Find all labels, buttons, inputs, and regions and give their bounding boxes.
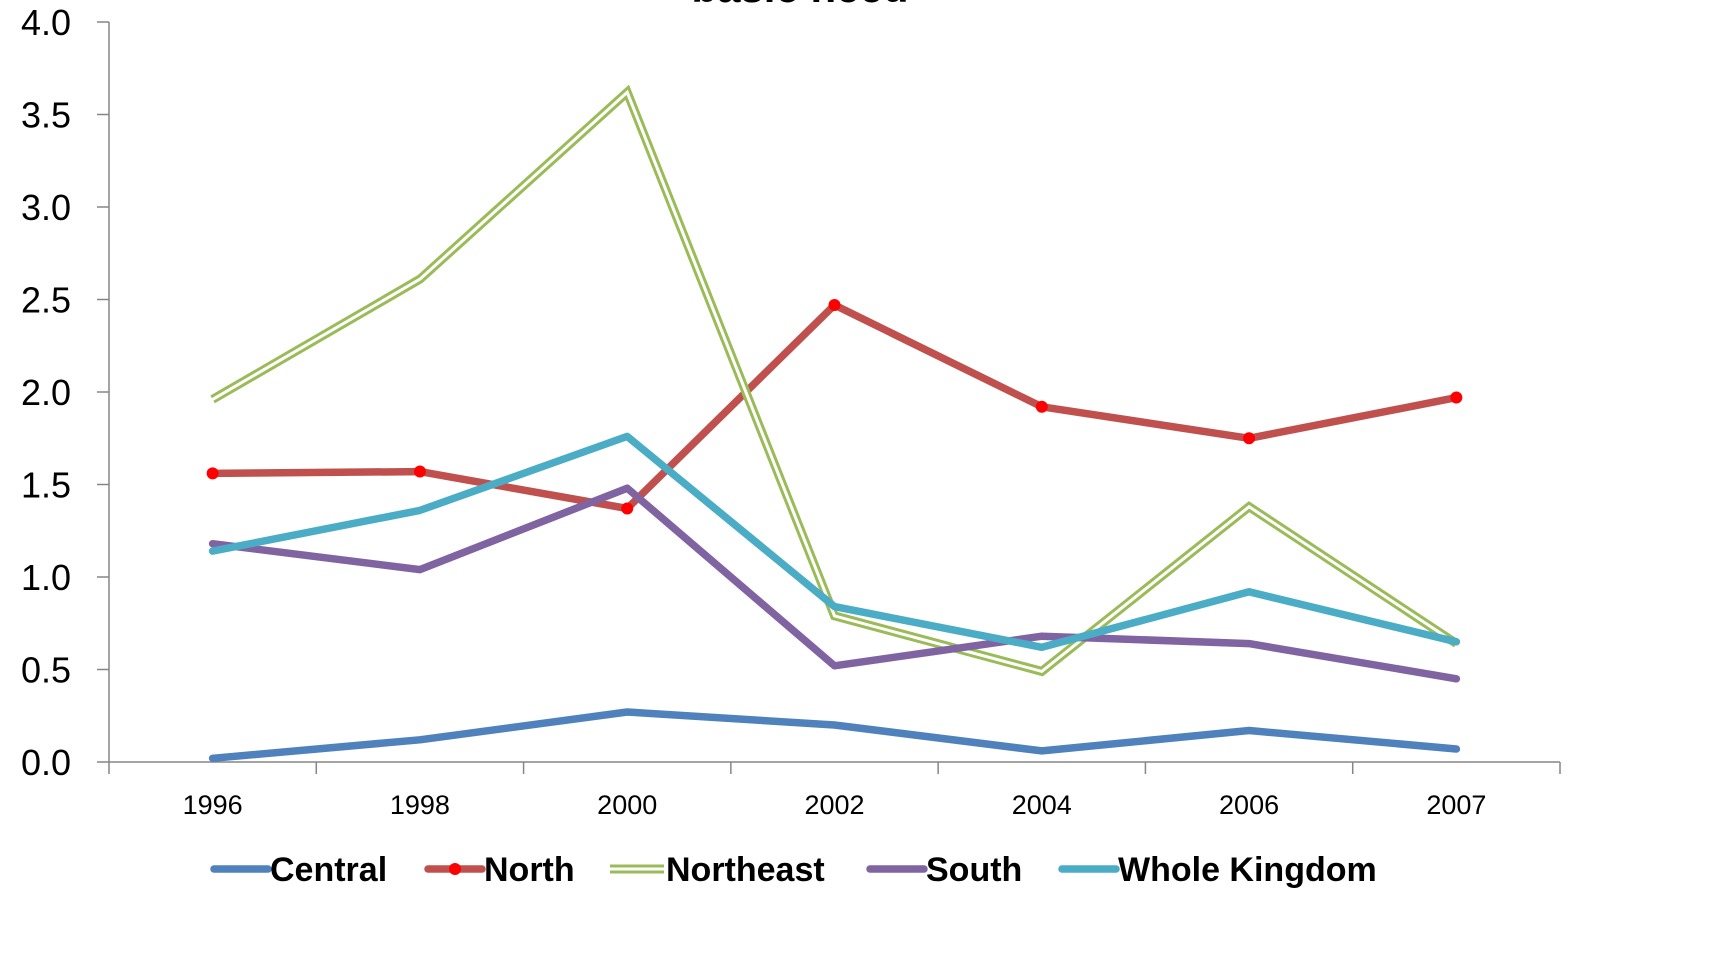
y-tick-label: 2.5 bbox=[21, 280, 71, 321]
data-point-north bbox=[206, 467, 219, 480]
y-tick-label: 2.0 bbox=[21, 372, 71, 413]
series-line-northeast bbox=[210, 84, 1459, 677]
x-tick-label: 1996 bbox=[183, 790, 243, 820]
data-point-north bbox=[621, 502, 634, 515]
chart-title: basic need bbox=[691, 0, 908, 11]
x-tick-label: 2007 bbox=[1426, 790, 1486, 820]
series-line-north bbox=[208, 301, 1461, 513]
x-tick-label: 1998 bbox=[390, 790, 450, 820]
x-tick-label: 2000 bbox=[597, 790, 657, 820]
y-tick-label: 3.0 bbox=[21, 187, 71, 228]
series-line-northeast-inner bbox=[211, 89, 1458, 674]
axes: 0.0 0.5 1.0 1.5 2.0 2.5 3.0 3.5 4.0 1996 1998 2000 2… bbox=[21, 2, 1561, 820]
series-line-south bbox=[208, 484, 1461, 683]
y-tick-label: 1.0 bbox=[21, 557, 71, 598]
y-tick-label: 0.5 bbox=[21, 650, 71, 691]
y-tick-label: 3.5 bbox=[21, 95, 71, 136]
legend-label-whole-kingdom: Whole Kingdom bbox=[1118, 851, 1377, 889]
y-tick-label: 0.0 bbox=[21, 742, 71, 783]
data-point-north bbox=[1035, 400, 1048, 413]
data-point-north bbox=[1243, 432, 1256, 445]
legend-label-central: Central bbox=[270, 851, 387, 889]
series-line-central bbox=[208, 708, 1461, 763]
data-point-north bbox=[413, 465, 426, 478]
legend-label-south: South bbox=[926, 851, 1022, 889]
y-tick-label: 4.0 bbox=[21, 2, 71, 43]
x-tick-label: 2002 bbox=[804, 790, 864, 820]
x-tick-label: 2006 bbox=[1219, 790, 1279, 820]
y-tick-label: 1.5 bbox=[21, 465, 71, 506]
legend-marker-north bbox=[449, 863, 461, 875]
data-point-north bbox=[828, 299, 841, 312]
series-line-whole-kingdom bbox=[208, 432, 1461, 652]
legend: Central North Northeast South Whole Kingdom bbox=[210, 851, 1377, 889]
series-layer bbox=[206, 84, 1463, 763]
legend-label-north: North bbox=[484, 851, 575, 889]
data-point-north bbox=[1450, 391, 1463, 404]
x-tick-label: 2004 bbox=[1012, 790, 1072, 820]
legend-label-northeast: Northeast bbox=[666, 851, 825, 889]
